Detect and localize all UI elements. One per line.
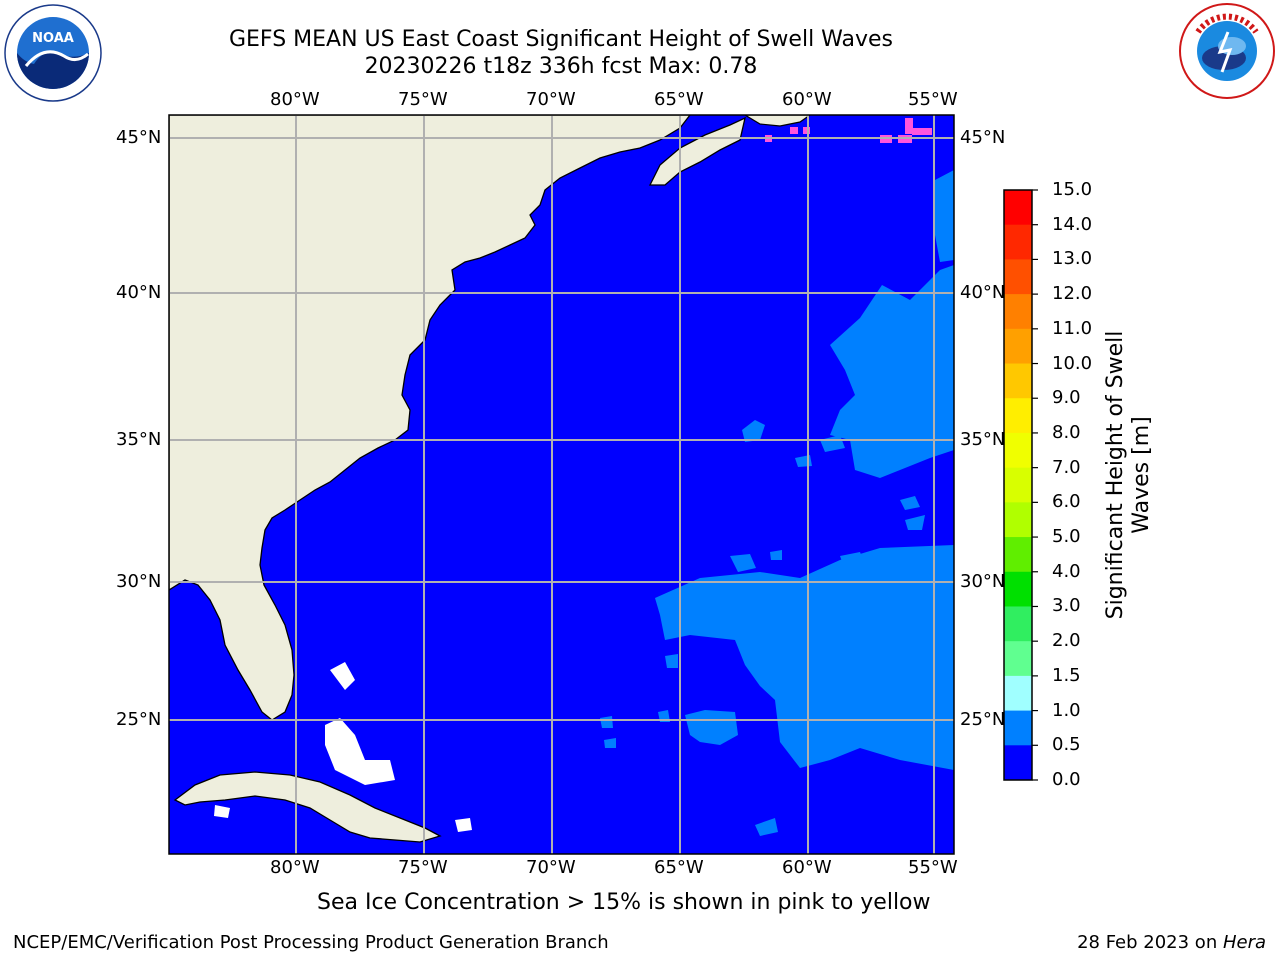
footer-date-text: 28 Feb 2023 on [1077, 932, 1223, 953]
footer-date: 28 Feb 2023 on Hera [1077, 932, 1266, 953]
colorbar-label-line2: Waves [m] [1129, 416, 1154, 533]
colorbar-segment [1004, 606, 1032, 642]
colorbar-segment [1004, 398, 1032, 434]
colorbar-segment [1004, 571, 1032, 607]
colorbar-segment [1004, 328, 1032, 365]
colorbar-tick-label: 7.0 [1052, 456, 1081, 478]
map-graticule [169, 115, 954, 854]
footer-host: Hera [1222, 932, 1266, 953]
colorbar-tick-label: 15.0 [1052, 179, 1093, 200]
colorbar-segment [1004, 502, 1032, 538]
lon-label-bottom: 75°W [398, 857, 448, 878]
colorbar-label: Significant Height of Swell Waves [m] [1103, 331, 1154, 620]
lat-label-right: 35°N [960, 429, 1006, 450]
lon-label-top: 65°W [654, 89, 704, 110]
colorbar-segment [1004, 363, 1032, 399]
colorbar-segment [1004, 710, 1032, 746]
lat-label-right: 25°N [960, 709, 1006, 730]
colorbar [1003, 189, 1038, 781]
colorbar-segment [1004, 537, 1032, 573]
sea-ice-note: Sea Ice Concentration > 15% is shown in … [317, 890, 931, 915]
map-subtitle: 20230226 t18z 336h fcst Max: 0.78 [364, 54, 758, 79]
lat-label-left: 40°N [116, 282, 162, 303]
north-america-land [169, 115, 691, 721]
colorbar-tick-label: 8.0 [1052, 421, 1081, 443]
lon-label-top: 75°W [398, 89, 448, 110]
lon-label-bottom: 80°W [270, 857, 320, 878]
nova-scotia-land [648, 116, 746, 186]
map-frame [168, 114, 955, 855]
colorbar-segment [1004, 675, 1032, 712]
footer-branch: NCEP/EMC/Verification Post Processing Pr… [13, 932, 609, 953]
colorbar-segment [1004, 259, 1032, 295]
colorbar-tick-label: 1.0 [1052, 699, 1081, 721]
colorbar-tick-label: 0.5 [1052, 734, 1081, 756]
colorbar-tick-label: 0.0 [1052, 769, 1081, 790]
colorbar-segment [1004, 224, 1032, 260]
colorbar-tick-label: 6.0 [1052, 491, 1081, 513]
colorbar-label-line1: Significant Height of Swell [1103, 331, 1128, 620]
noaa-logo-icon: NOAA [4, 4, 102, 102]
colorbar-tick-label: 9.0 [1052, 387, 1081, 409]
cuba-land [173, 771, 442, 843]
no-data-region [214, 662, 472, 832]
lat-label-left: 30°N [116, 571, 162, 592]
lon-label-bottom: 70°W [526, 857, 576, 878]
colorbar-segment [1004, 432, 1032, 469]
colorbar-tick-label: 3.0 [1052, 595, 1081, 617]
colorbar-tick-label: 5.0 [1052, 526, 1081, 548]
svg-text:NOAA: NOAA [32, 31, 74, 46]
colorbar-tick-label: 10.0 [1052, 352, 1093, 374]
lat-label-right: 30°N [960, 571, 1006, 592]
lat-label-left: 25°N [116, 709, 162, 730]
lon-label-bottom: 65°W [654, 857, 704, 878]
colorbar-tick-label: 13.0 [1052, 248, 1093, 270]
lon-label-bottom: 60°W [782, 857, 832, 878]
colorbar-segment [1004, 294, 1032, 330]
lon-label-top: 60°W [782, 89, 832, 110]
lat-label-right: 40°N [960, 282, 1006, 303]
lon-label-top: 80°W [270, 89, 320, 110]
colorbar-tick-label: 2.0 [1052, 630, 1081, 652]
colorbar-segment [1004, 745, 1032, 781]
colorbar-tick-label: 14.0 [1052, 213, 1093, 235]
national-weather-service-logo-icon [1179, 3, 1275, 99]
colorbar-segment [1004, 190, 1032, 226]
lon-label-bottom: 55°W [908, 857, 958, 878]
colorbar-frame [1003, 189, 1033, 781]
swell-0.5-1.0-region [600, 170, 954, 836]
lat-label-left: 45°N [116, 127, 162, 148]
lat-label-left: 35°N [116, 429, 162, 450]
map-title: GEFS MEAN US East Coast Significant Heig… [228, 27, 894, 52]
colorbar-tick-label: 1.5 [1052, 664, 1081, 686]
lat-label-right: 45°N [960, 127, 1006, 148]
colorbar-segment [1004, 467, 1032, 503]
colorbar-segment [1004, 641, 1032, 677]
lon-label-top: 70°W [526, 89, 576, 110]
colorbar-tick-label: 12.0 [1052, 283, 1093, 305]
colorbar-tick-label: 11.0 [1052, 317, 1093, 339]
lon-label-top: 55°W [908, 89, 958, 110]
newfoundland-land [743, 115, 812, 127]
colorbar-tick-label: 4.0 [1052, 560, 1081, 582]
